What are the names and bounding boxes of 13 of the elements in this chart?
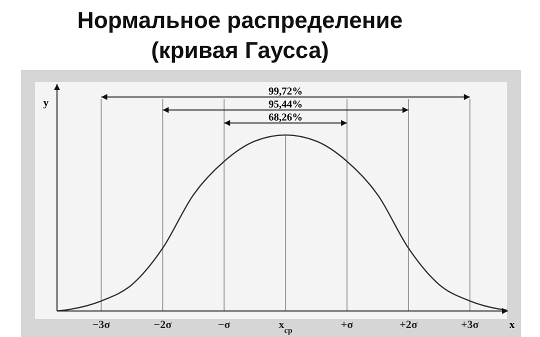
x-tick-label: +σ (340, 319, 354, 331)
text: 95,44% (268, 100, 303, 110)
text: 99,72% (268, 86, 303, 98)
x-tick-label: −σ (218, 319, 230, 331)
x-tick-label: −3σ (92, 319, 110, 331)
x-tick-label: x$_{ср}$ (278, 319, 293, 334)
x-tick-label: −2σ (154, 319, 172, 331)
text: 68,26% (268, 112, 303, 124)
chart-title: Нормальное распределение (кривая Гаусса) (77, 7, 403, 63)
x-axis-title: x (509, 319, 516, 331)
x-tick-label: +3σ (461, 319, 479, 331)
x-tick-label: +2σ (400, 319, 418, 331)
y-axis-title: y (43, 97, 50, 109)
